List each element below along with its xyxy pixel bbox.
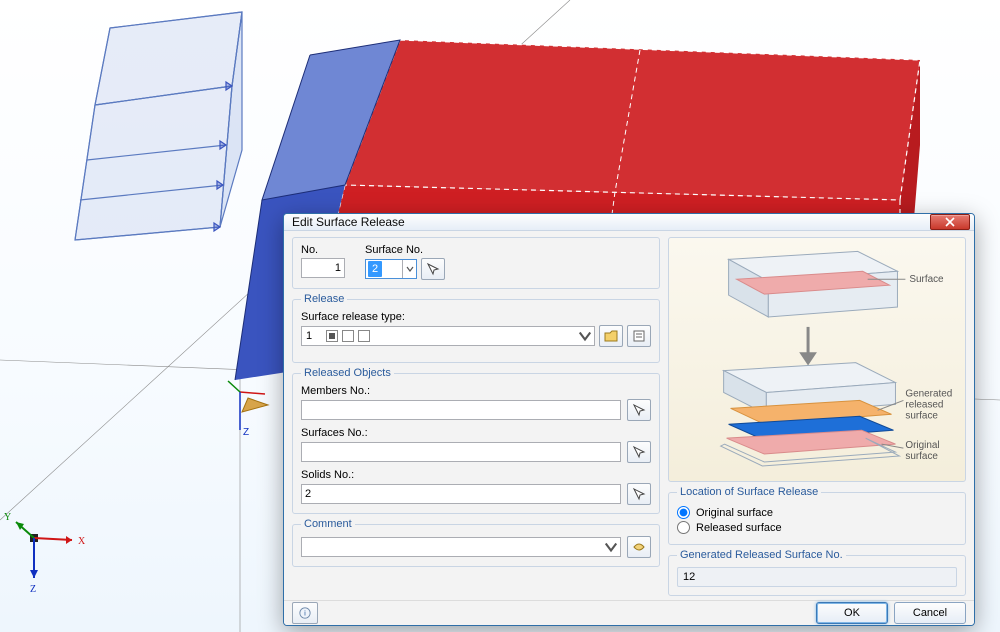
comment-apply-button[interactable] (627, 536, 651, 558)
no-label: No. (301, 244, 349, 256)
comment-legend: Comment (301, 518, 355, 530)
illus-gen-1: Generated (905, 388, 952, 399)
group-comment: Comment (292, 518, 660, 567)
cancel-button[interactable]: Cancel (894, 602, 966, 624)
release-type-label: Surface release type: (301, 311, 651, 323)
dialog-titlebar[interactable]: Edit Surface Release (284, 214, 974, 231)
close-button[interactable] (930, 214, 970, 230)
dialog-title: Edit Surface Release (292, 215, 930, 229)
surfaces-label: Surfaces No.: (301, 427, 651, 439)
surface-no-value: 2 (368, 261, 382, 277)
dialog-footer: i OK Cancel (284, 600, 974, 625)
chevron-down-icon (578, 327, 592, 345)
chevron-down-icon (604, 538, 618, 556)
comment-combobox[interactable] (301, 537, 621, 557)
surfaces-input[interactable] (301, 442, 621, 462)
svg-text:X: X (78, 536, 86, 547)
location-legend: Location of Surface Release (677, 486, 821, 498)
group-identifiers: No. Surface No. 2 (292, 237, 660, 289)
illus-orig-1: Original (905, 440, 939, 451)
release-dof-1-icon (326, 330, 338, 342)
chevron-down-icon (402, 260, 416, 278)
release-type-library-button[interactable] (599, 325, 623, 347)
solids-label: Solids No.: (301, 469, 651, 481)
illustration-panel: Surface (668, 237, 966, 482)
illus-gen-2: released (905, 399, 943, 410)
svg-text:i: i (304, 609, 306, 618)
release-dof-2-icon (342, 330, 354, 342)
pick-solids-button[interactable] (627, 483, 651, 505)
pick-surfaces-button[interactable] (627, 441, 651, 463)
members-input[interactable] (301, 400, 621, 420)
members-label: Members No.: (301, 385, 651, 397)
radio-released-surface[interactable]: Released surface (677, 521, 957, 534)
release-type-edit-button[interactable] (627, 325, 651, 347)
illus-surface-label: Surface (909, 274, 944, 285)
ok-button[interactable]: OK (816, 602, 888, 624)
pick-surface-button[interactable] (421, 258, 445, 280)
radio-original-input[interactable] (677, 506, 690, 519)
origin-marker: Z (228, 381, 268, 438)
edit-surface-release-dialog: Edit Surface Release No. Surface No. (283, 213, 975, 626)
axis-z-label-scene: Z (243, 427, 249, 438)
no-input[interactable] (301, 258, 345, 278)
illus-gen-3: surface (905, 410, 938, 421)
solid-blue-wire (75, 12, 242, 240)
group-released-objects: Released Objects Members No.: Surfaces N… (292, 367, 660, 514)
radio-released-label: Released surface (696, 522, 782, 534)
svg-text:Z: Z (30, 584, 36, 595)
surface-no-label: Surface No. (365, 244, 445, 256)
radio-original-label: Original surface (696, 507, 773, 519)
released-objects-legend: Released Objects (301, 367, 394, 379)
radio-released-input[interactable] (677, 521, 690, 534)
generated-legend: Generated Released Surface No. (677, 549, 846, 561)
generated-value: 12 (677, 567, 957, 587)
pick-members-button[interactable] (627, 399, 651, 421)
group-generated: Generated Released Surface No. 12 (668, 549, 966, 596)
release-legend: Release (301, 293, 347, 305)
release-type-value: 1 (304, 330, 322, 342)
release-type-combobox[interactable]: 1 (301, 326, 595, 346)
svg-text:Y: Y (4, 512, 11, 523)
solids-input[interactable] (301, 484, 621, 504)
radio-original-surface[interactable]: Original surface (677, 506, 957, 519)
surface-no-combobox[interactable]: 2 (365, 259, 417, 279)
illus-orig-2: surface (905, 451, 938, 462)
axis-widget: X Y Z (4, 512, 86, 595)
release-dof-3-icon (358, 330, 370, 342)
help-button[interactable]: i (292, 602, 318, 624)
group-location: Location of Surface Release Original sur… (668, 486, 966, 545)
group-release: Release Surface release type: 1 (292, 293, 660, 363)
